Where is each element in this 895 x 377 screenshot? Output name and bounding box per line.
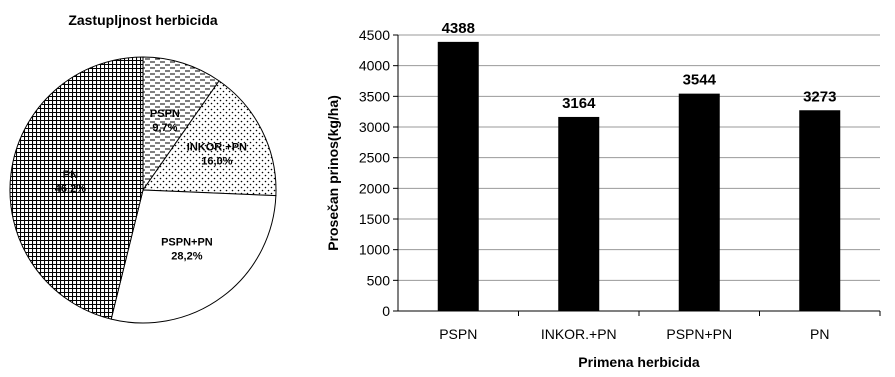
pie-slice-percent: 28,2%	[171, 251, 202, 263]
bar-pn	[799, 110, 841, 311]
pie-slice-label: PSPN+PN	[161, 237, 213, 249]
y-tick-label: 1000	[359, 242, 390, 258]
bar-pspn	[437, 41, 479, 312]
y-tick-label: 2000	[359, 180, 390, 196]
x-axis-label: Primena herbicida	[578, 354, 700, 370]
pie-slices	[9, 56, 277, 324]
bar-value-label: 3544	[683, 72, 717, 89]
pie-slice-percent: 16,0%	[201, 155, 232, 167]
y-axis-label: Prosečan prinos(kg/ha)	[325, 95, 341, 251]
pie-slice-label: INKOR.+PN	[187, 141, 247, 153]
pie-chart: Zastupljnost herbicida PSPN 9,7% INKOR.+PN…	[9, 12, 277, 324]
pie-slice-label: PN	[63, 169, 78, 181]
pie-slice-percent: 9,7%	[152, 122, 177, 134]
pie-slice-pn	[9, 56, 144, 320]
x-axis-ticks: PSPN INKOR.+PN PSPN+PN PN	[439, 311, 881, 342]
pie-labels: PSPN 9,7% INKOR.+PN 16,0% PSPN+PN 28,2% PN 46,2…	[55, 108, 247, 262]
pie-slice-inkor-pn	[142, 80, 277, 197]
pie-slice-label: PSPN	[150, 108, 180, 120]
y-tick-label: 2500	[359, 150, 390, 166]
bar-value-label: 4388	[442, 20, 475, 37]
y-tick-label: 500	[367, 272, 391, 288]
y-tick-label: 3000	[359, 119, 390, 135]
x-tick-label: INKOR.+PN	[541, 326, 617, 342]
pie-slice-percent: 46,2%	[55, 183, 86, 195]
y-tick-label: 3500	[359, 88, 390, 104]
bar-value-label: 3164	[562, 95, 596, 112]
x-tick-label: PSPN+PN	[666, 326, 732, 342]
bars	[437, 41, 841, 312]
y-axis-ticks: 0 500 1000 1500 2000 2500 3000 3500 4000 4500	[359, 27, 398, 319]
y-tick-label: 0	[382, 303, 390, 319]
bar-pspn-pn	[678, 93, 720, 311]
bar-chart: 0 500 1000 1500 2000 2500 3000 3500 4000 4500 438…	[325, 20, 881, 370]
y-tick-label: 1500	[359, 211, 390, 227]
bar-value-labels: 4388 3164 3544 3273	[442, 20, 837, 112]
pie-slice-pspn-pn	[110, 189, 277, 324]
pie-title: Zastupljnost herbicida	[68, 12, 218, 28]
y-tick-label: 4000	[359, 58, 390, 74]
bar-inkor-pn	[558, 116, 600, 311]
y-tick-label: 4500	[359, 27, 390, 43]
x-tick-label: PSPN	[439, 326, 477, 342]
pie-slice-pspn	[142, 56, 220, 192]
x-tick-label: PN	[810, 326, 829, 342]
bar-value-label: 3273	[803, 88, 836, 105]
